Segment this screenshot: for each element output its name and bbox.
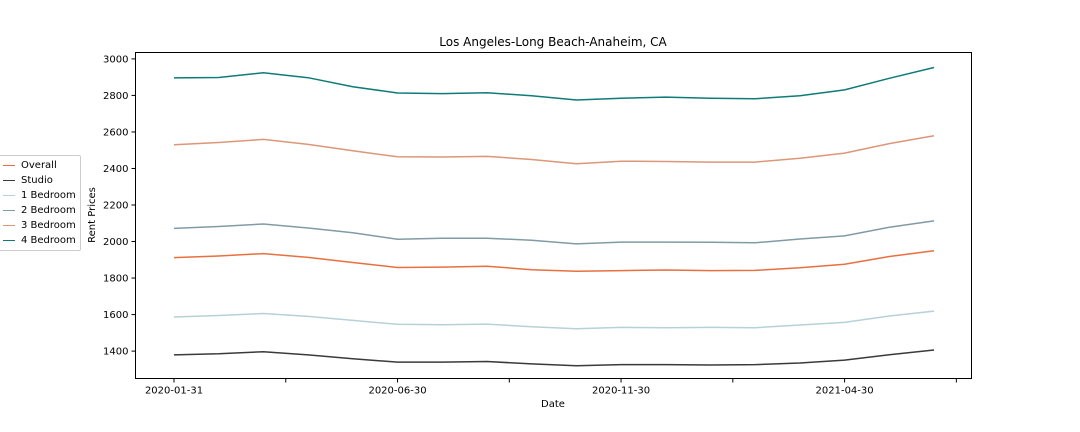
series-line-2-bedroom [173,220,935,245]
x-axis-label: Date [541,399,565,410]
y-tick-label: 2800 [103,91,128,102]
legend-item: 1 Bedroom [3,188,76,203]
legend-swatch [3,195,15,196]
y-tick-label: 2600 [103,127,128,138]
y-axis: 1400 1600 1800 2000 2200 2400 2600 2800 3000 [103,54,136,358]
x-tick-label: 2020-01-31 [145,386,203,397]
legend-label: Overall [21,160,57,171]
series-line-3-bedroom [173,135,935,165]
legend-label: 4 Bedroom [21,235,76,246]
x-tick-label: 2020-11-30 [592,386,650,397]
y-tick-label: 1600 [103,310,128,321]
legend-item: 4 Bedroom [3,233,76,248]
x-tick-label: 2020-06-30 [368,386,426,397]
legend-label: 2 Bedroom [21,205,76,216]
y-axis-label: Rent Prices [87,187,98,243]
legend-swatch [3,180,15,181]
legend-item: Studio [3,173,76,188]
legend-swatch [3,225,15,226]
series-line-overall [173,250,935,273]
series-line-1-bedroom [173,310,935,330]
legend-swatch [3,210,15,211]
y-tick-label: 1400 [103,347,128,358]
legend-item: 3 Bedroom [3,218,76,233]
x-axis: 2020-01-31 2020-06-30 2020-11-30 2021-04-30 [145,378,957,397]
y-tick-label: 3000 [103,54,128,65]
chart-legend: Overall Studio 1 Bedroom 2 Bedroom 3 Bedroom… [0,155,81,251]
legend-item: 2 Bedroom [3,203,76,218]
x-tick-label: 2021-04-30 [816,386,874,397]
chart-title: Los Angeles-Long Beach-Anaheim, CA [439,35,667,49]
y-tick-label: 1800 [103,274,128,285]
series-line-studio [173,349,935,367]
series-line-4-bedroom [173,66,935,101]
legend-swatch [3,165,15,166]
y-tick-label: 2000 [103,237,128,248]
legend-label: Studio [21,175,53,186]
legend-swatch [3,240,15,241]
y-tick-label: 2200 [103,200,128,211]
legend-label: 1 Bedroom [21,190,76,201]
series-layer [173,66,935,367]
plot-frame [135,52,972,379]
y-tick-label: 2400 [103,164,128,175]
legend-label: 3 Bedroom [21,220,76,231]
legend-item: Overall [3,158,76,173]
